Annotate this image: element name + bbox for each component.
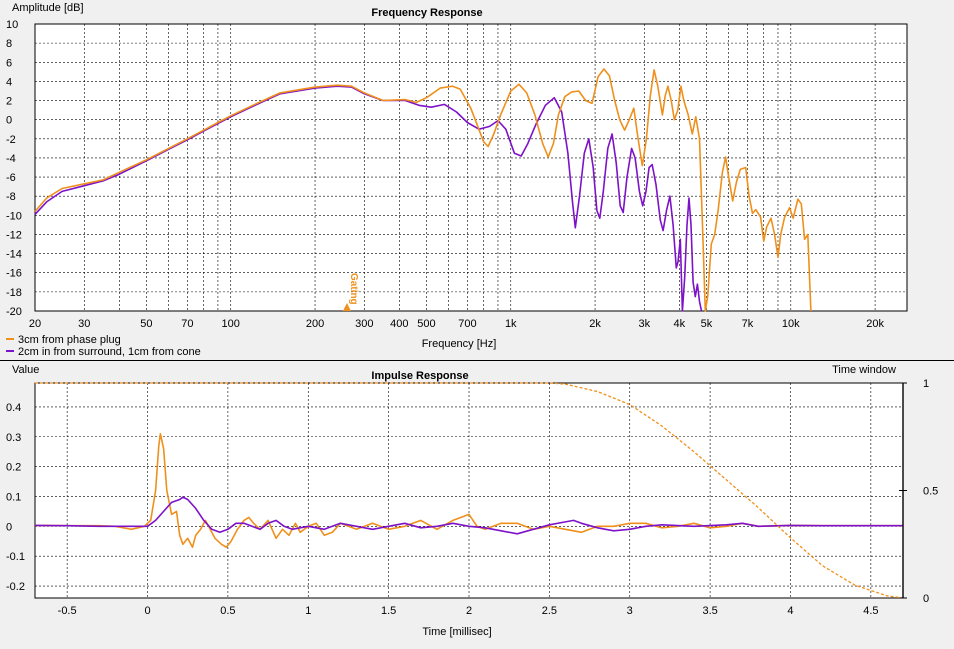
frequency-y-tick: -2: [6, 134, 16, 146]
impulse-x-tick: 1.5: [381, 605, 396, 617]
impulse-x-tick: -0.5: [58, 605, 77, 617]
frequency-y-tick: 10: [6, 19, 18, 31]
frequency-x-label: Frequency [Hz]: [422, 338, 497, 350]
impulse-y-tick: 0.2: [6, 462, 21, 474]
frequency-y-tick: 6: [6, 57, 12, 69]
frequency-series-line-0: [34, 68, 812, 312]
impulse-y-tick: 0.3: [6, 432, 21, 444]
frequency-y-tick: 2: [6, 96, 12, 108]
frequency-y-tick: -8: [6, 191, 16, 203]
impulse-plot-area[interactable]: [34, 382, 904, 599]
frequency-y-tick: 8: [6, 38, 12, 50]
frequency-y-label: Amplitude [dB]: [12, 2, 84, 14]
legend-entry-0: 3cm from phase plug: [18, 334, 121, 346]
impulse-x-tick: 0.5: [220, 605, 235, 617]
frequency-title: Frequency Response: [371, 7, 482, 19]
frequency-x-tick: 10k: [782, 318, 800, 330]
frequency-x-ticks: 20 30 50 70 100 200 300 400 500 700 1k 2k 3k 4k 5k 7k 10…: [29, 318, 885, 330]
gating-marker-label: Gating: [348, 273, 359, 305]
frequency-x-tick: 20: [29, 318, 41, 330]
frequency-y-tick: -10: [6, 210, 22, 222]
frequency-x-tick: 200: [306, 318, 324, 330]
impulse-x-ticks: -0.5 0 0.5 1 1.5 2 2.5 3 3.5 4 4.5: [58, 605, 879, 617]
frequency-series: [34, 68, 812, 312]
frequency-x-tick: 4k: [674, 318, 686, 330]
time-window-tick: 1: [923, 378, 929, 390]
time-window-tick: 0: [923, 593, 929, 605]
impulse-response-chart[interactable]: 0.40.30.20.10-0.1-0.2 10.50 -0.5 0 0.5 1 1.5…: [0, 360, 954, 649]
frequency-y-tick: -12: [6, 229, 22, 241]
frequency-x-tick: 5k: [701, 318, 713, 330]
time-window-axis: 10.50: [899, 378, 938, 605]
impulse-x-tick: 4.5: [863, 605, 878, 617]
impulse-y-tick: 0.1: [6, 491, 21, 503]
impulse-x-tick: 1: [305, 605, 311, 617]
frequency-y-tick: 0: [6, 115, 12, 127]
frequency-x-tick: 500: [417, 318, 435, 330]
gating-marker[interactable]: Gating: [342, 273, 359, 311]
frequency-x-tick: 1k: [505, 318, 517, 330]
impulse-y-tick: -0.2: [6, 581, 25, 593]
time-window-label: Time window: [832, 364, 896, 376]
frequency-grid: [35, 24, 907, 311]
frequency-y-tick: -18: [6, 287, 22, 299]
impulse-x-tick: 3.5: [702, 605, 717, 617]
frequency-x-tick: 50: [140, 318, 152, 330]
frequency-x-tick: 7k: [742, 318, 754, 330]
frequency-x-tick: 400: [390, 318, 408, 330]
frequency-plot-area[interactable]: [34, 23, 908, 312]
gating-marker-arrow: [342, 303, 351, 311]
frequency-y-tick: -16: [6, 268, 22, 280]
legend-entry-1: 2cm in from surround, 1cm from cone: [18, 346, 201, 358]
impulse-x-label: Time [millisec]: [422, 626, 491, 638]
frequency-x-tick: 20k: [866, 318, 884, 330]
impulse-x-tick: 4: [787, 605, 793, 617]
frequency-series-line-1: [34, 85, 703, 312]
frequency-y-tick: 4: [6, 76, 12, 88]
impulse-x-tick: 3: [627, 605, 633, 617]
impulse-x-tick: 2: [466, 605, 472, 617]
impulse-y-tick: 0.4: [6, 402, 21, 414]
impulse-y-ticks: 0.4 0.3 0.2 0.1 0 -0.1 -0.2: [6, 402, 25, 593]
impulse-grid: [35, 383, 903, 598]
frequency-x-tick: 300: [355, 318, 373, 330]
impulse-title: Impulse Response: [371, 370, 468, 382]
frequency-x-tick: 30: [78, 318, 90, 330]
impulse-y-tick: -0.1: [6, 551, 25, 563]
frequency-y-tick: -20: [6, 306, 22, 318]
frequency-x-tick: 100: [222, 318, 240, 330]
time-window-tick: 0.5: [923, 486, 938, 498]
impulse-x-tick: 2.5: [542, 605, 557, 617]
chart-divider[interactable]: [0, 360, 954, 361]
frequency-x-tick: 3k: [639, 318, 651, 330]
impulse-x-tick: 0: [144, 605, 150, 617]
frequency-y-ticks: 10 8 6 4 2 0 -2 -4 -6 -8 -10 -12 -14 -16 -18 -20: [6, 19, 22, 318]
impulse-y-tick: 0: [6, 521, 12, 533]
impulse-y-label: Value: [12, 364, 39, 376]
impulse-series-line-2: [35, 382, 904, 599]
frequency-x-tick: 2k: [589, 318, 601, 330]
frequency-y-tick: -4: [6, 153, 16, 165]
impulse-series: [34, 382, 904, 599]
impulse-series-line-1: [34, 496, 903, 535]
frequency-x-tick: 70: [181, 318, 193, 330]
frequency-y-tick: -14: [6, 249, 22, 261]
frequency-x-tick: 700: [458, 318, 476, 330]
frequency-y-tick: -6: [6, 172, 16, 184]
